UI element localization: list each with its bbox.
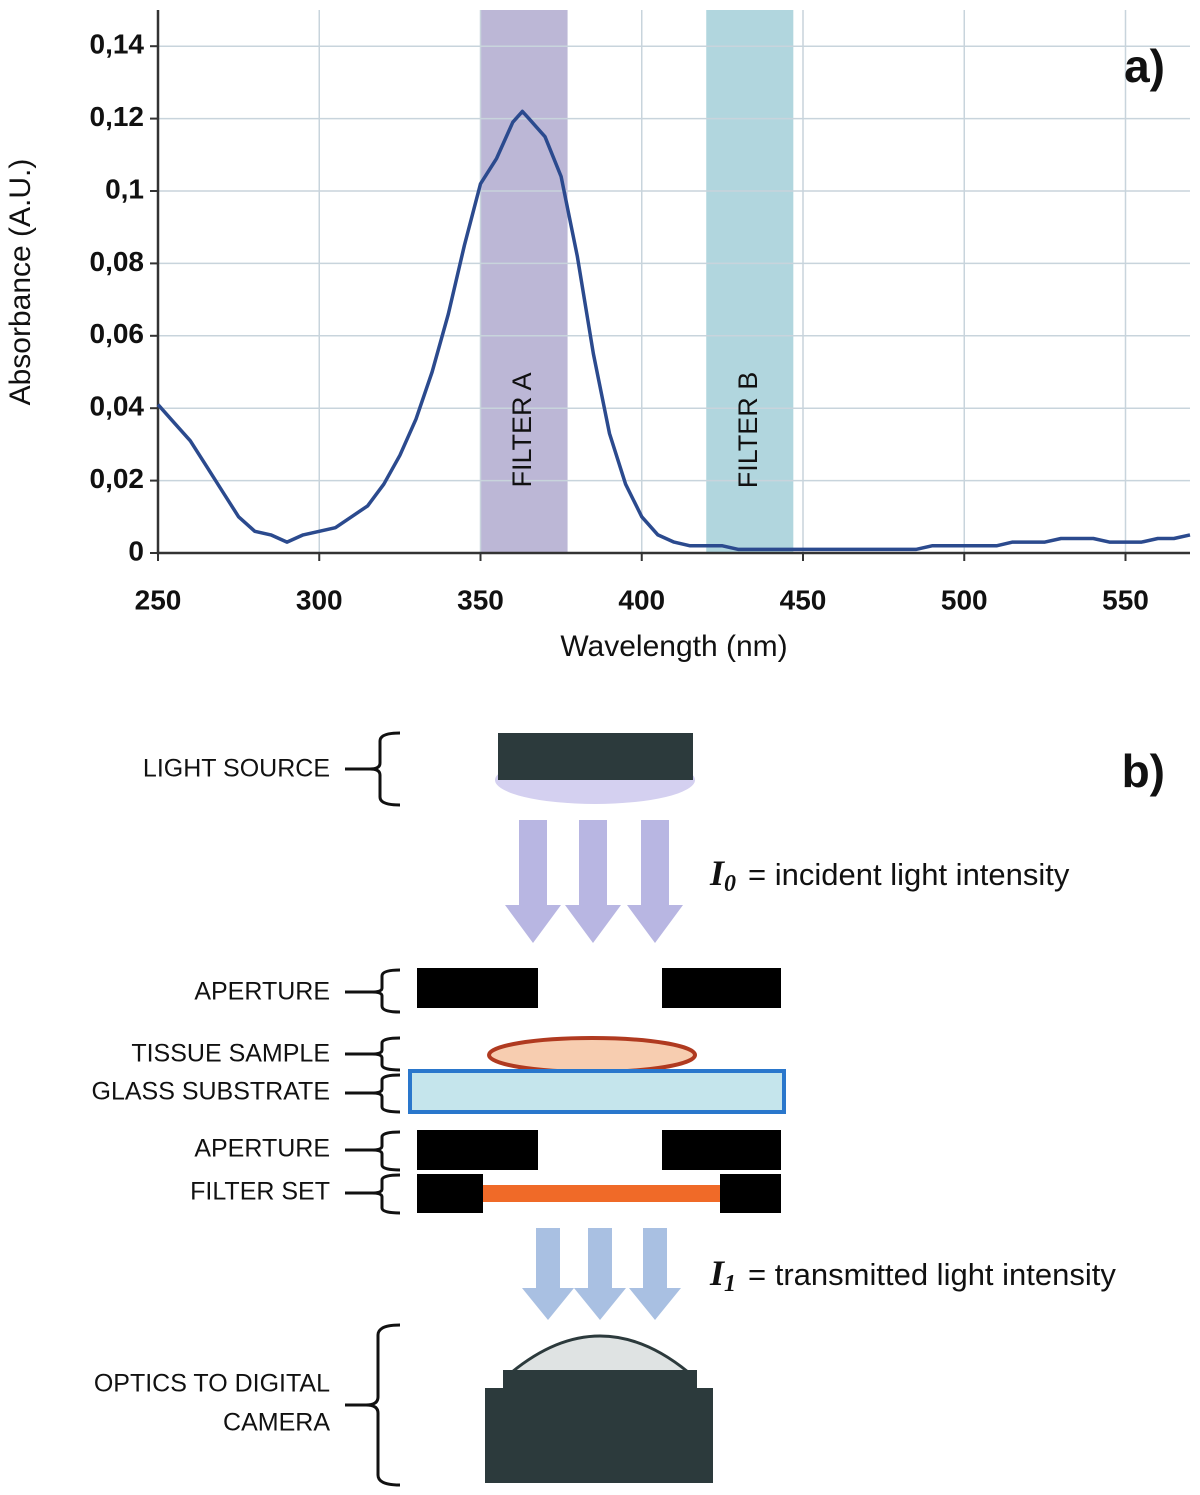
- x-tick-label: 300: [296, 584, 343, 615]
- x-axis-title: Wavelength (nm): [560, 630, 787, 663]
- absorbance-line: [156, 109, 1191, 552]
- x-tick-label: 500: [941, 584, 988, 615]
- y-tick-label: 0,04: [90, 391, 145, 422]
- x-tick-label: 250: [135, 584, 182, 615]
- x-tick-label: 550: [1102, 584, 1149, 615]
- y-tick-label: 0,1: [105, 173, 144, 204]
- axes: [156, 10, 1190, 555]
- setup-diagram: b) I0 = incident light intensity I1 = tran…: [92, 731, 1165, 1487]
- x-tick-label: 450: [780, 584, 827, 615]
- text: = transmitted light intensity: [748, 1257, 1116, 1292]
- x-tick-label: 400: [618, 584, 665, 615]
- aperture: [417, 1130, 538, 1170]
- panel-label: a): [1124, 40, 1165, 92]
- x-tick-label: 350: [457, 584, 504, 615]
- absorbance-chart: 250 300 350 400 450 500 550 0 0,02 0,04 0,06 0,08 0,…: [90, 10, 1191, 615]
- y-axis-title: Absorbance (A.U.): [4, 159, 37, 406]
- transmitted-label: I1 = transmitted light intensity: [709, 1253, 1116, 1296]
- plot-area: [158, 10, 1190, 553]
- glass-substrate: [408, 1069, 786, 1114]
- filter-band: [706, 10, 794, 553]
- part-label: APERTURE: [194, 978, 330, 1006]
- brackets: [345, 731, 401, 1487]
- symbol: I: [709, 1253, 726, 1293]
- part-label: FILTER SET: [190, 1178, 330, 1206]
- part-label: GLASS SUBSTRATE: [92, 1078, 331, 1106]
- band-label: FILTER A: [507, 372, 537, 487]
- camera-top: [503, 1370, 697, 1392]
- filter-holder: [417, 1174, 483, 1213]
- part-label: TISSUE SAMPLE: [131, 1040, 330, 1068]
- band-label: FILTER B: [733, 372, 763, 489]
- aperture: [662, 968, 781, 1008]
- transmitted-arrows: [522, 1228, 681, 1320]
- incident-arrows: [505, 820, 683, 943]
- filter-holder: [720, 1174, 781, 1213]
- part-label: CAMERA: [223, 1409, 330, 1437]
- subscript: 1: [724, 1271, 736, 1297]
- panel-label: b): [1122, 745, 1165, 797]
- symbol: I: [709, 853, 726, 893]
- y-tick-label: 0,08: [90, 246, 145, 277]
- text: = incident light intensity: [748, 857, 1070, 892]
- y-tick-label: 0,02: [90, 463, 145, 494]
- lens: [507, 1334, 693, 1374]
- part-label: LIGHT SOURCE: [143, 755, 330, 783]
- filter: [483, 1185, 720, 1202]
- light-source: [498, 733, 693, 780]
- y-tick-label: 0: [128, 535, 144, 566]
- aperture: [417, 968, 538, 1008]
- y-tick-label: 0,14: [90, 29, 145, 60]
- aperture: [662, 1130, 781, 1170]
- part-label: APERTURE: [194, 1135, 330, 1163]
- filter-band: [480, 10, 568, 553]
- tissue-sample: [487, 1036, 697, 1074]
- y-tick-label: 0,06: [90, 318, 145, 349]
- incident-label: I0 = incident light intensity: [709, 853, 1070, 896]
- camera-body: [485, 1388, 713, 1483]
- y-tick-label: 0,12: [90, 101, 145, 132]
- subscript: 0: [724, 871, 736, 897]
- part-label: OPTICS TO DIGITAL: [94, 1370, 330, 1398]
